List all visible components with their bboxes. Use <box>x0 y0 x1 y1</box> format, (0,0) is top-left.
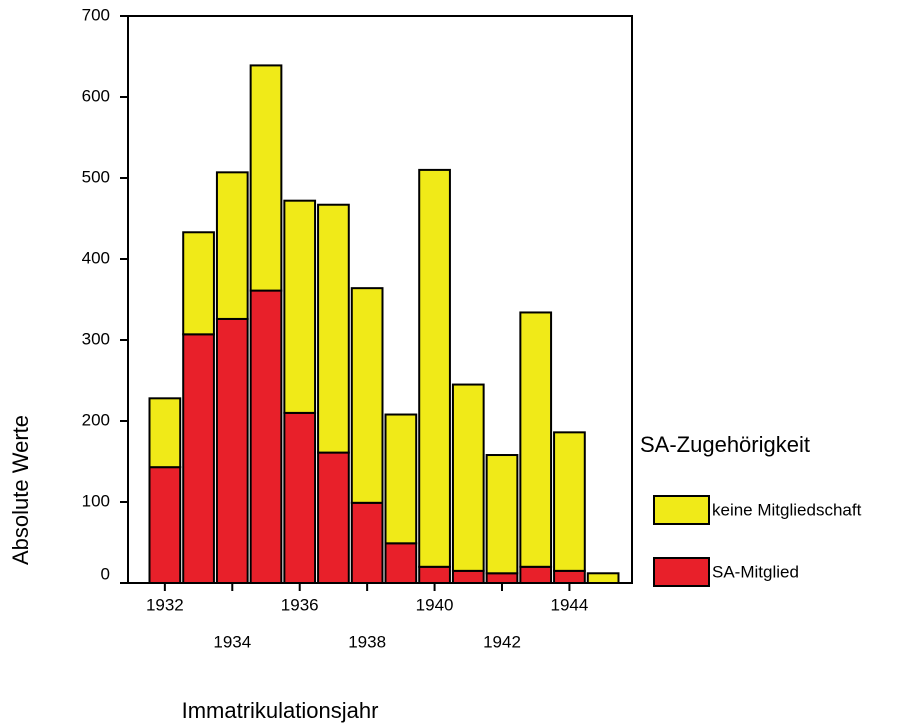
x-tick-label: 1940 <box>416 595 454 614</box>
x-axis-label: Immatrikulationsjahr <box>182 698 379 723</box>
x-tick-label: 1942 <box>483 632 521 651</box>
y-tick-label: 300 <box>82 329 110 348</box>
x-tick-label: 1938 <box>348 632 386 651</box>
bar-segment <box>553 569 586 584</box>
bar-segment <box>350 501 384 584</box>
bar-segment <box>182 231 215 336</box>
bar-segment <box>451 383 485 572</box>
legend-label: SA-Mitglied <box>712 562 799 581</box>
bar-segment <box>283 411 317 584</box>
y-tick-label: 500 <box>82 167 110 186</box>
legend-label: keine Mitgliedschaft <box>712 500 862 519</box>
y-tick-label: 400 <box>82 248 110 267</box>
bar-segment <box>182 333 215 584</box>
bar-segment <box>384 413 418 545</box>
y-tick-label: 200 <box>82 410 110 429</box>
x-tick-label: 1936 <box>281 595 319 614</box>
bar-segment <box>485 454 519 575</box>
bar-segment <box>249 289 283 584</box>
bar-segment <box>350 287 384 504</box>
bar-segment <box>451 569 485 584</box>
bar-segment <box>215 317 249 584</box>
bar-segment <box>553 431 586 572</box>
x-tick-label: 1934 <box>213 632 251 651</box>
bar-segment <box>418 565 451 584</box>
legend-title: SA-Zugehörigkeit <box>640 432 810 457</box>
bar-segment <box>586 572 620 585</box>
bar-segment <box>418 168 451 568</box>
bar-segment <box>317 451 350 584</box>
bar-segment <box>249 64 283 292</box>
bar-segment <box>384 542 418 584</box>
bar-segment <box>283 199 317 414</box>
legend-swatch <box>653 495 710 525</box>
legend-swatch <box>653 557 710 587</box>
y-tick-label: 100 <box>82 491 110 510</box>
y-axis-label: Absolute Werte <box>8 415 33 565</box>
bar-segment <box>148 466 182 585</box>
bar-segment <box>148 397 182 469</box>
bar-segment <box>215 171 249 320</box>
y-tick-label: 700 <box>82 5 110 24</box>
y-tick-label: 600 <box>82 86 110 105</box>
bar-segment <box>317 203 350 454</box>
x-tick-label: 1932 <box>146 595 184 614</box>
y-tick-label: 0 <box>101 564 110 583</box>
bar-segment <box>485 572 519 585</box>
bar-segment <box>519 311 553 568</box>
bar-segment <box>519 565 553 584</box>
x-tick-label: 1944 <box>551 595 589 614</box>
